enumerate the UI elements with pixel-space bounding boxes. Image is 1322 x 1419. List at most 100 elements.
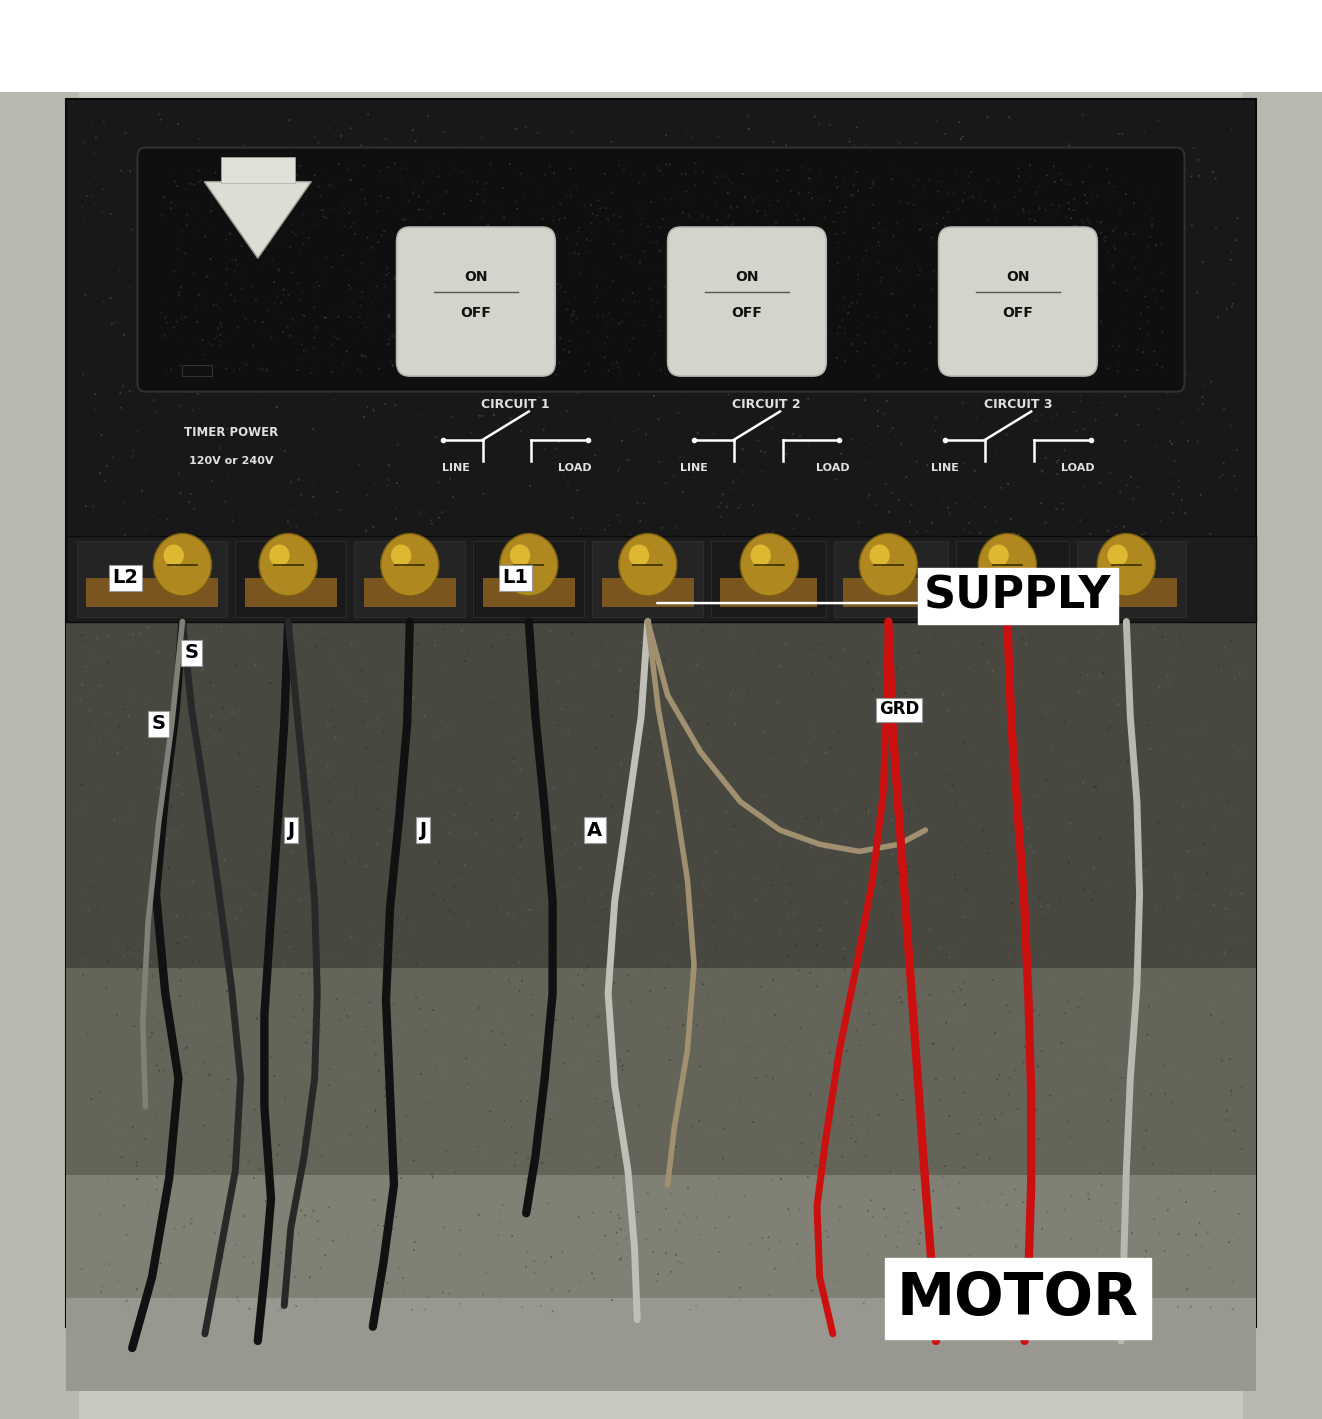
- Point: [562, 311, 583, 333]
- Point: [1228, 1202, 1249, 1225]
- Point: [535, 253, 557, 275]
- Point: [549, 352, 570, 375]
- Point: [965, 176, 986, 199]
- Point: [79, 876, 100, 898]
- Point: [1059, 350, 1080, 373]
- Point: [377, 257, 398, 280]
- Point: [172, 877, 193, 900]
- Point: [1228, 860, 1249, 883]
- Point: [1091, 211, 1112, 234]
- Point: [342, 213, 364, 236]
- Point: [956, 877, 977, 900]
- Point: [1031, 460, 1052, 482]
- Point: [960, 522, 981, 545]
- Point: [771, 287, 792, 309]
- Point: [933, 684, 954, 707]
- Point: [274, 954, 295, 976]
- Point: [936, 254, 957, 277]
- Point: [1104, 237, 1125, 260]
- Point: [502, 321, 524, 343]
- Point: [995, 583, 1017, 606]
- Point: [608, 153, 629, 176]
- Point: [941, 284, 962, 307]
- Point: [595, 315, 616, 338]
- Point: [1096, 1057, 1117, 1080]
- Point: [1122, 284, 1144, 307]
- Point: [1192, 393, 1214, 416]
- Point: [434, 121, 455, 143]
- Point: [547, 580, 568, 603]
- Point: [1138, 237, 1159, 260]
- Point: [817, 1095, 838, 1118]
- Point: [1108, 694, 1129, 717]
- Point: [561, 1060, 582, 1083]
- Point: [73, 908, 94, 931]
- Point: [262, 595, 283, 617]
- Point: [513, 223, 534, 245]
- Point: [79, 700, 100, 722]
- Point: [518, 284, 539, 307]
- Point: [820, 429, 841, 451]
- Point: [1149, 1222, 1170, 1244]
- Point: [214, 849, 235, 871]
- Point: [1063, 400, 1084, 423]
- Point: [231, 106, 253, 129]
- Point: [356, 316, 377, 339]
- Point: [1183, 136, 1204, 159]
- Point: [1165, 863, 1186, 885]
- Point: [227, 1029, 249, 1051]
- Point: [91, 424, 112, 447]
- Point: [282, 854, 303, 877]
- Point: [1014, 883, 1035, 905]
- Point: [1043, 968, 1064, 990]
- Point: [615, 457, 636, 480]
- Point: [1173, 795, 1194, 817]
- Point: [919, 301, 940, 324]
- Point: [658, 234, 680, 257]
- Point: [646, 802, 668, 824]
- Point: [849, 166, 870, 189]
- Point: [412, 250, 434, 272]
- Point: [802, 301, 824, 324]
- Point: [460, 315, 481, 338]
- Point: [357, 265, 378, 288]
- Point: [311, 1145, 332, 1168]
- Point: [925, 1280, 947, 1303]
- Point: [336, 959, 357, 982]
- Point: [508, 803, 529, 826]
- Point: [895, 244, 916, 267]
- Point: [1137, 1023, 1158, 1046]
- Point: [1194, 833, 1215, 856]
- Point: [389, 343, 410, 366]
- Point: [509, 979, 530, 1002]
- Point: [813, 272, 834, 295]
- Point: [755, 353, 776, 376]
- Point: [924, 494, 945, 517]
- Point: [863, 355, 884, 377]
- Point: [722, 335, 743, 358]
- Point: [1182, 214, 1203, 237]
- Point: [989, 1063, 1010, 1086]
- Point: [678, 292, 699, 315]
- Point: [805, 314, 826, 336]
- Point: [740, 199, 761, 221]
- Point: [1091, 277, 1112, 299]
- Point: [724, 670, 746, 692]
- Point: [217, 417, 238, 440]
- Point: [891, 289, 912, 312]
- Point: [319, 840, 340, 863]
- Point: [153, 196, 175, 219]
- Point: [338, 274, 360, 297]
- Point: [1227, 573, 1248, 596]
- Point: [439, 315, 460, 338]
- Point: [1051, 1087, 1072, 1110]
- Point: [1014, 778, 1035, 800]
- Point: [535, 236, 557, 258]
- Point: [256, 786, 278, 809]
- Point: [506, 348, 527, 370]
- Point: [305, 501, 327, 524]
- Point: [1006, 673, 1027, 695]
- Point: [880, 155, 902, 177]
- Point: [758, 254, 779, 277]
- Point: [305, 285, 327, 308]
